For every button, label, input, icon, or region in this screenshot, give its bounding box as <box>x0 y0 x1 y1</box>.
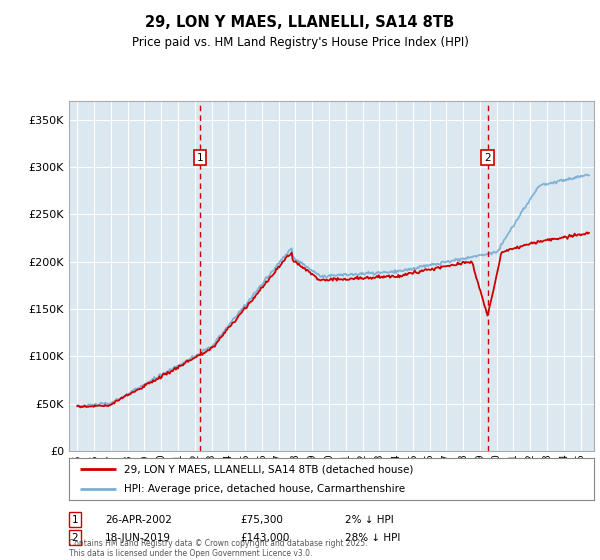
Text: 2: 2 <box>71 533 79 543</box>
Text: 26-APR-2002: 26-APR-2002 <box>105 515 172 525</box>
Text: £75,300: £75,300 <box>240 515 283 525</box>
Text: £143,000: £143,000 <box>240 533 289 543</box>
Text: 1: 1 <box>197 152 203 162</box>
Text: 1: 1 <box>71 515 79 525</box>
Text: Price paid vs. HM Land Registry's House Price Index (HPI): Price paid vs. HM Land Registry's House … <box>131 36 469 49</box>
Text: 28% ↓ HPI: 28% ↓ HPI <box>345 533 400 543</box>
Text: Contains HM Land Registry data © Crown copyright and database right 2025.
This d: Contains HM Land Registry data © Crown c… <box>69 539 367 558</box>
Text: 29, LON Y MAES, LLANELLI, SA14 8TB: 29, LON Y MAES, LLANELLI, SA14 8TB <box>145 15 455 30</box>
Text: 2% ↓ HPI: 2% ↓ HPI <box>345 515 394 525</box>
Text: 18-JUN-2019: 18-JUN-2019 <box>105 533 171 543</box>
Text: 29, LON Y MAES, LLANELLI, SA14 8TB (detached house): 29, LON Y MAES, LLANELLI, SA14 8TB (deta… <box>124 464 413 474</box>
Text: HPI: Average price, detached house, Carmarthenshire: HPI: Average price, detached house, Carm… <box>124 484 405 494</box>
Text: 2: 2 <box>484 152 491 162</box>
